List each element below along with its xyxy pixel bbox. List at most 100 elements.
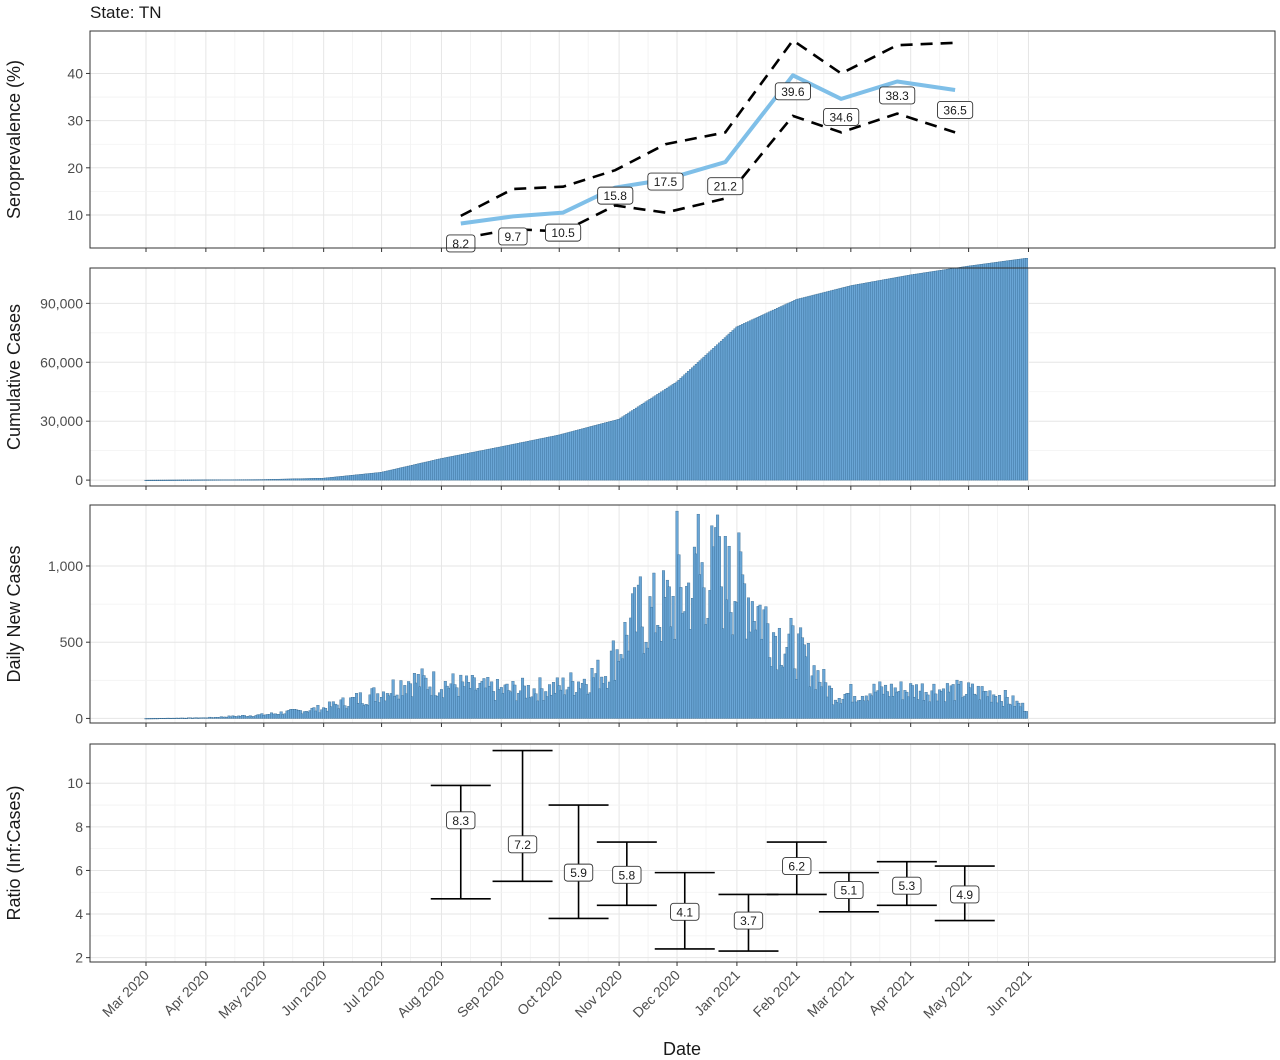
y-tick-label: 10 bbox=[67, 775, 83, 791]
data-label: 3.7 bbox=[740, 914, 757, 928]
y-tick-label: 500 bbox=[60, 634, 84, 650]
data-label: 4.1 bbox=[676, 905, 693, 919]
data-label-box bbox=[937, 101, 974, 119]
y-tick-label: 2 bbox=[75, 950, 83, 966]
y-tick-label: 30 bbox=[67, 113, 83, 129]
data-label-box bbox=[498, 227, 528, 246]
y-tick-label: 0 bbox=[75, 710, 83, 726]
y-tick-label: 60,000 bbox=[40, 354, 83, 370]
y-tick-label: 0 bbox=[75, 472, 83, 488]
bar bbox=[611, 640, 615, 719]
x-tick-label: Nov 2020 bbox=[572, 967, 626, 1021]
data-label-box bbox=[823, 107, 860, 126]
bar bbox=[1025, 258, 1029, 481]
panel-border bbox=[89, 267, 1276, 487]
data-label-box bbox=[612, 865, 642, 884]
y-tick-label: 6 bbox=[75, 862, 83, 878]
data-label-box bbox=[647, 172, 684, 191]
x-tick-label: Jul 2020 bbox=[339, 967, 388, 1016]
bar bbox=[432, 671, 436, 719]
x-tick-label: Apr 2020 bbox=[160, 967, 212, 1019]
x-axis-title: Date bbox=[663, 1039, 701, 1059]
data-label: 7.2 bbox=[514, 838, 531, 852]
data-label: 38.3 bbox=[885, 89, 909, 103]
data-label-box bbox=[446, 811, 476, 830]
data-label-box bbox=[597, 186, 634, 205]
data-label: 5.8 bbox=[618, 868, 635, 882]
data-label: 39.6 bbox=[781, 85, 805, 99]
seroprevalence-line bbox=[460, 73, 956, 226]
data-label: 5.1 bbox=[841, 884, 858, 898]
panel-background bbox=[90, 31, 1275, 248]
data-label: 8.2 bbox=[452, 237, 469, 251]
state-label: State: TN bbox=[90, 3, 162, 22]
x-tick-label: Sep 2020 bbox=[454, 967, 508, 1021]
y-tick-label: 1,000 bbox=[48, 558, 83, 574]
panel-border bbox=[89, 504, 1276, 724]
data-label: 8.3 bbox=[452, 814, 469, 828]
x-tick-label: Jan 2021 bbox=[691, 967, 743, 1019]
x-tick-label: Jun 2020 bbox=[278, 967, 330, 1019]
y-tick-label: 90,000 bbox=[40, 295, 83, 311]
bar bbox=[849, 684, 853, 719]
data-label: 10.5 bbox=[551, 226, 575, 240]
y-tick-label: 40 bbox=[67, 65, 83, 81]
bar bbox=[806, 643, 810, 719]
y-axis-title: Cumulative Cases bbox=[4, 304, 24, 450]
data-label-box bbox=[507, 835, 538, 854]
x-tick-label: Mar 2020 bbox=[99, 967, 152, 1020]
panel-3: 0 500 1,000 Daily New Cases bbox=[4, 504, 1276, 727]
y-axis-title: Daily New Cases bbox=[4, 545, 24, 682]
data-label: 34.6 bbox=[829, 110, 853, 124]
data-label-box bbox=[782, 857, 812, 876]
y-tick-label: 8 bbox=[75, 819, 83, 835]
y-tick-label: 20 bbox=[67, 160, 83, 176]
bar bbox=[830, 688, 833, 719]
x-tick-label: Dec 2020 bbox=[629, 967, 683, 1021]
data-label-box bbox=[834, 881, 864, 900]
data-label: 5.3 bbox=[898, 879, 915, 893]
data-label: 5.9 bbox=[570, 866, 587, 880]
panel-2: 0 30,000 60,000 90,000 Cumulative Cases bbox=[4, 258, 1276, 490]
y-axis-title: Seroprevalence (%) bbox=[4, 60, 24, 219]
bar bbox=[1021, 702, 1025, 719]
data-label-box bbox=[774, 82, 811, 101]
panel-background bbox=[90, 744, 1275, 962]
panel-border bbox=[89, 743, 1276, 963]
data-label: 15.8 bbox=[604, 189, 628, 203]
data-label-box bbox=[892, 876, 922, 895]
panel-border bbox=[89, 30, 1276, 249]
data-label-box bbox=[950, 885, 980, 904]
x-tick-label: Oct 2020 bbox=[514, 967, 566, 1019]
y-tick-label: 10 bbox=[67, 207, 83, 223]
data-label-box bbox=[879, 86, 916, 105]
lower-ci-line bbox=[460, 112, 956, 240]
y-axis-title: Ratio (Inf:Cases) bbox=[4, 785, 24, 920]
data-label: 9.7 bbox=[505, 230, 522, 244]
data-label-box bbox=[733, 911, 764, 930]
x-tick-label: Feb 2021 bbox=[750, 967, 803, 1020]
data-label: 36.5 bbox=[943, 103, 967, 117]
data-label: 4.9 bbox=[956, 888, 973, 902]
bar bbox=[1025, 711, 1029, 719]
x-tick-label: May 2021 bbox=[920, 967, 975, 1022]
x-tick-label: Aug 2020 bbox=[394, 967, 448, 1021]
x-tick-label: Jun 2021 bbox=[983, 967, 1035, 1019]
upper-ci-line bbox=[460, 38, 956, 218]
x-tick-label: Mar 2021 bbox=[804, 967, 857, 1020]
panel-4: 2 4 6 8 10 Ratio (Inf:Cases) 8.3 7.2 5.9 5.8 4.1 3.… bbox=[4, 743, 1276, 966]
data-label-box bbox=[545, 223, 582, 242]
data-label: 6.2 bbox=[788, 860, 805, 874]
bar bbox=[316, 705, 320, 719]
panel-1: 10 20 30 40 Seroprevalence (%) 8.2 9.7 10.5 15.8… bbox=[4, 30, 1276, 253]
data-label: 21.2 bbox=[714, 180, 738, 194]
x-tick-label: May 2020 bbox=[215, 967, 270, 1022]
data-label-box bbox=[670, 902, 700, 921]
y-tick-label: 30,000 bbox=[40, 413, 83, 429]
x-tick-label: Apr 2021 bbox=[865, 967, 917, 1019]
data-label-box bbox=[707, 177, 744, 196]
y-tick-label: 4 bbox=[75, 906, 83, 922]
data-label: 17.5 bbox=[654, 175, 678, 189]
data-label-box bbox=[563, 863, 594, 882]
